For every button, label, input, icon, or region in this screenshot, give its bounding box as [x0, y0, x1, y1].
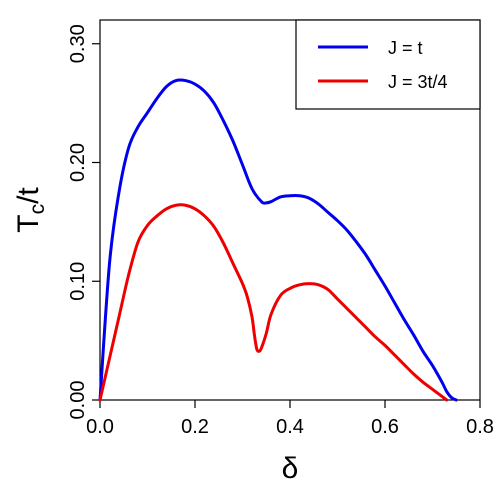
x-tick-label: 0.6	[371, 416, 399, 438]
legend-label-series-1: J = t	[388, 38, 423, 58]
series-line-1	[98, 78, 458, 402]
y-axis-title-suffix: /t	[12, 187, 45, 204]
y-tick-label: 0.20	[67, 143, 89, 182]
series-line-2	[98, 203, 449, 402]
x-tick-label: 0.2	[181, 416, 209, 438]
y-tick-label: 0.00	[67, 381, 89, 420]
y-axis-title-subscript: c	[26, 204, 49, 215]
x-axis: 0.0 0.2 0.4 0.6 0.8	[86, 400, 494, 438]
x-axis-title: δ	[282, 452, 299, 485]
legend: J = t J = 3t/4	[295, 19, 481, 110]
series-layer	[98, 78, 458, 402]
x-tick-label: 0.0	[86, 416, 114, 438]
x-tick-label: 0.8	[466, 416, 494, 438]
y-tick-label: 0.10	[67, 262, 89, 301]
y-axis: 0.00 0.10 0.20 0.30	[67, 24, 100, 419]
x-tick-label: 0.4	[276, 416, 304, 438]
y-axis-title: Tc/t	[12, 187, 49, 233]
y-tick-label: 0.30	[67, 24, 89, 63]
y-axis-title-main: T	[12, 214, 45, 232]
legend-box	[295, 19, 481, 110]
legend-label-series-2: J = 3t/4	[388, 72, 448, 92]
